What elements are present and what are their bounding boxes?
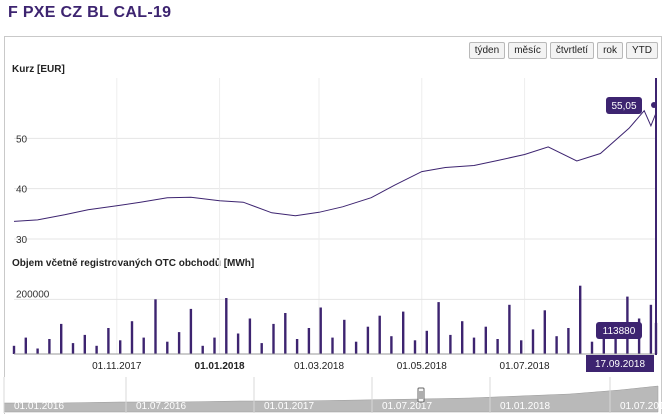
volume-bar	[189, 308, 193, 354]
volume-bar	[461, 321, 464, 354]
range-button-month[interactable]: měsíc	[508, 42, 547, 59]
volume-bar	[402, 311, 405, 354]
volume-bar	[343, 319, 346, 354]
volume-bar	[307, 328, 311, 354]
volume-bar	[413, 340, 417, 354]
volume-bar	[107, 328, 110, 354]
price-panel-label: Kurz [EUR]	[12, 64, 65, 75]
volume-bar	[567, 328, 570, 354]
volume-bar	[225, 298, 228, 354]
volume-value-text: 113880	[603, 326, 636, 337]
volume-bar	[531, 329, 535, 354]
volume-bar	[496, 339, 499, 354]
price-line	[13, 109, 657, 222]
navigator-label: 01.07.2018	[620, 401, 670, 412]
x-tick-label: 01.01.2018	[195, 361, 245, 372]
volume-bar	[366, 326, 370, 354]
volume-bar	[449, 334, 452, 354]
navigator-label: 01.01.2017	[264, 401, 314, 412]
chart-frame	[4, 36, 662, 414]
volume-bar	[177, 332, 181, 354]
volume-bar	[331, 337, 334, 354]
volume-bar	[236, 333, 240, 354]
volume-bar	[390, 336, 393, 354]
volume-bar	[142, 337, 145, 354]
navigator-label: 01.01.2016	[14, 401, 64, 412]
volume-bar	[614, 333, 617, 354]
volume-bar	[166, 341, 169, 354]
volume-value-badge	[596, 322, 642, 339]
volume-bar	[284, 313, 287, 354]
x-tick-label: 01.03.2018	[294, 361, 344, 372]
volume-bar	[520, 340, 523, 354]
volume-bar	[12, 345, 16, 354]
volume-bar	[319, 307, 322, 354]
volume-bar	[83, 334, 86, 354]
x-tick-label: 01.11.2017	[92, 361, 142, 372]
volume-bar	[295, 339, 299, 354]
price-value-badge	[606, 97, 642, 114]
volume-bar	[555, 336, 558, 354]
cursor-date-badge	[586, 355, 654, 372]
volume-bar	[472, 337, 476, 354]
range-selector: týden měsíc čtvrtletí rok YTD	[468, 42, 658, 59]
cursor-date-text: 17.09.2018	[595, 359, 645, 370]
volume-bar	[354, 341, 358, 354]
volume-bar	[260, 343, 263, 354]
price-value-text: 55,05	[611, 101, 636, 112]
price-tick-label: 40	[16, 185, 28, 196]
volume-bar	[437, 302, 440, 354]
volume-bar	[48, 339, 51, 354]
range-button-quarter[interactable]: čtvrtletí	[549, 42, 595, 59]
volume-bar	[378, 315, 381, 354]
price-tick-label: 30	[16, 235, 28, 246]
volume-bar	[60, 323, 63, 354]
navigator-label: 01.07.2016	[136, 401, 186, 412]
range-button-year[interactable]: rok	[597, 42, 623, 59]
volume-bar	[543, 310, 546, 354]
volume-bar	[248, 318, 252, 354]
volume-bar	[130, 321, 134, 354]
navigator-area	[3, 385, 659, 413]
volume-bar	[425, 330, 428, 354]
volume-bar	[213, 337, 216, 354]
x-tick-label: 01.07.2018	[500, 361, 550, 372]
volume-bar	[154, 299, 157, 354]
volume-bar	[24, 337, 27, 354]
navigator-label: 01.07.2017	[382, 401, 432, 412]
x-tick-label: 01.05.2018	[397, 361, 447, 372]
volume-bar	[484, 326, 487, 354]
volume-bar	[36, 348, 39, 354]
range-button-ytd[interactable]: YTD	[626, 42, 658, 59]
volume-bar	[71, 343, 75, 354]
navigator-left-handle[interactable]	[417, 387, 425, 403]
volume-bar	[95, 345, 98, 354]
page-title: F PXE CZ BL CAL-19	[8, 4, 172, 21]
volume-bar	[508, 304, 511, 354]
volume-bar	[272, 323, 275, 354]
volume-panel-label: Objem včetně registrovaných OTC obchodů …	[12, 258, 255, 269]
navigator[interactable]: 01.01.2016 01.07.2016 01.01.2017 01.07.2017…	[3, 377, 670, 413]
range-button-week[interactable]: týden	[468, 42, 506, 59]
volume-bar	[119, 340, 122, 354]
price-tick-label: 50	[16, 134, 28, 145]
navigator-label: 01.01.2018	[500, 401, 550, 412]
volume-bar	[649, 304, 653, 354]
price-cursor-dot	[651, 102, 657, 108]
volume-tick-label: 200000	[16, 289, 50, 300]
volume-bar	[201, 345, 204, 354]
volume-bar	[590, 341, 594, 354]
volume-bar	[579, 285, 582, 354]
